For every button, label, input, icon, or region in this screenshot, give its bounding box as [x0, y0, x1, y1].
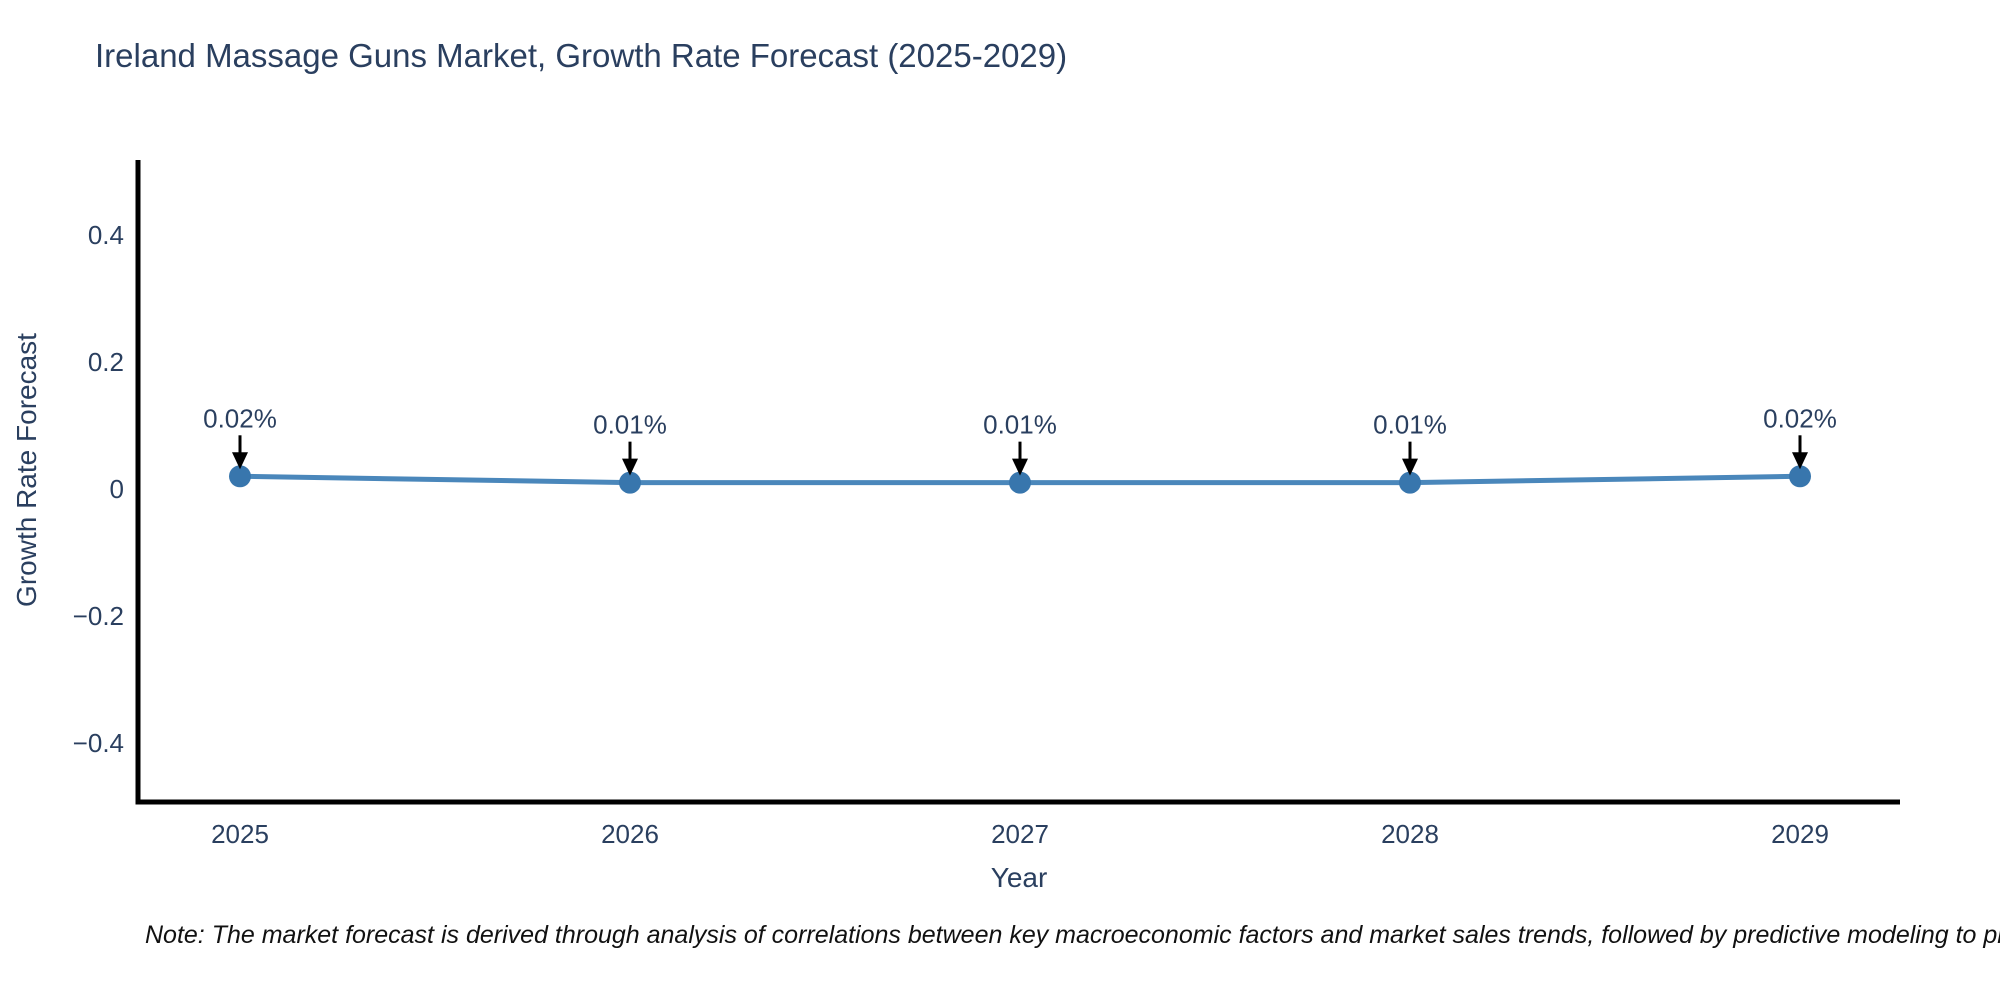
annotation-label: 0.02%: [1763, 403, 1837, 433]
y-tick-label: 0.4: [88, 220, 124, 250]
annotation-arrowhead-icon: [622, 458, 638, 476]
annotation-arrowhead-icon: [1012, 458, 1028, 476]
data-point-marker[interactable]: [1789, 465, 1811, 488]
x-tick-label: 2028: [1381, 819, 1439, 849]
y-tick-label: 0.2: [88, 347, 124, 377]
y-tick-label: 0: [110, 474, 124, 504]
chart-title: Ireland Massage Guns Market, Growth Rate…: [95, 37, 1068, 74]
data-point-marker[interactable]: [619, 471, 641, 494]
annotation-label: 0.01%: [593, 410, 667, 440]
annotation-label: 0.01%: [983, 410, 1057, 440]
footnote: Note: The market forecast is derived thr…: [145, 921, 2000, 949]
x-tick-label: 2025: [211, 819, 269, 849]
data-point-marker[interactable]: [229, 465, 251, 488]
y-tick-label: −0.4: [73, 728, 124, 758]
x-tick-label: 2027: [991, 819, 1049, 849]
annotation-label: 0.02%: [203, 403, 277, 433]
x-tick-label: 2026: [601, 819, 659, 849]
data-point-marker[interactable]: [1399, 471, 1421, 494]
annotation-arrowhead-icon: [1402, 458, 1418, 476]
x-axis-title: Year: [990, 862, 1048, 893]
data-point-marker[interactable]: [1009, 471, 1031, 494]
annotation-label: 0.01%: [1373, 410, 1447, 440]
x-tick-label: 2029: [1771, 819, 1829, 849]
annotation-arrowhead-icon: [1792, 452, 1808, 470]
annotation-arrowhead-icon: [232, 452, 248, 470]
y-tick-label: −0.2: [73, 601, 124, 631]
